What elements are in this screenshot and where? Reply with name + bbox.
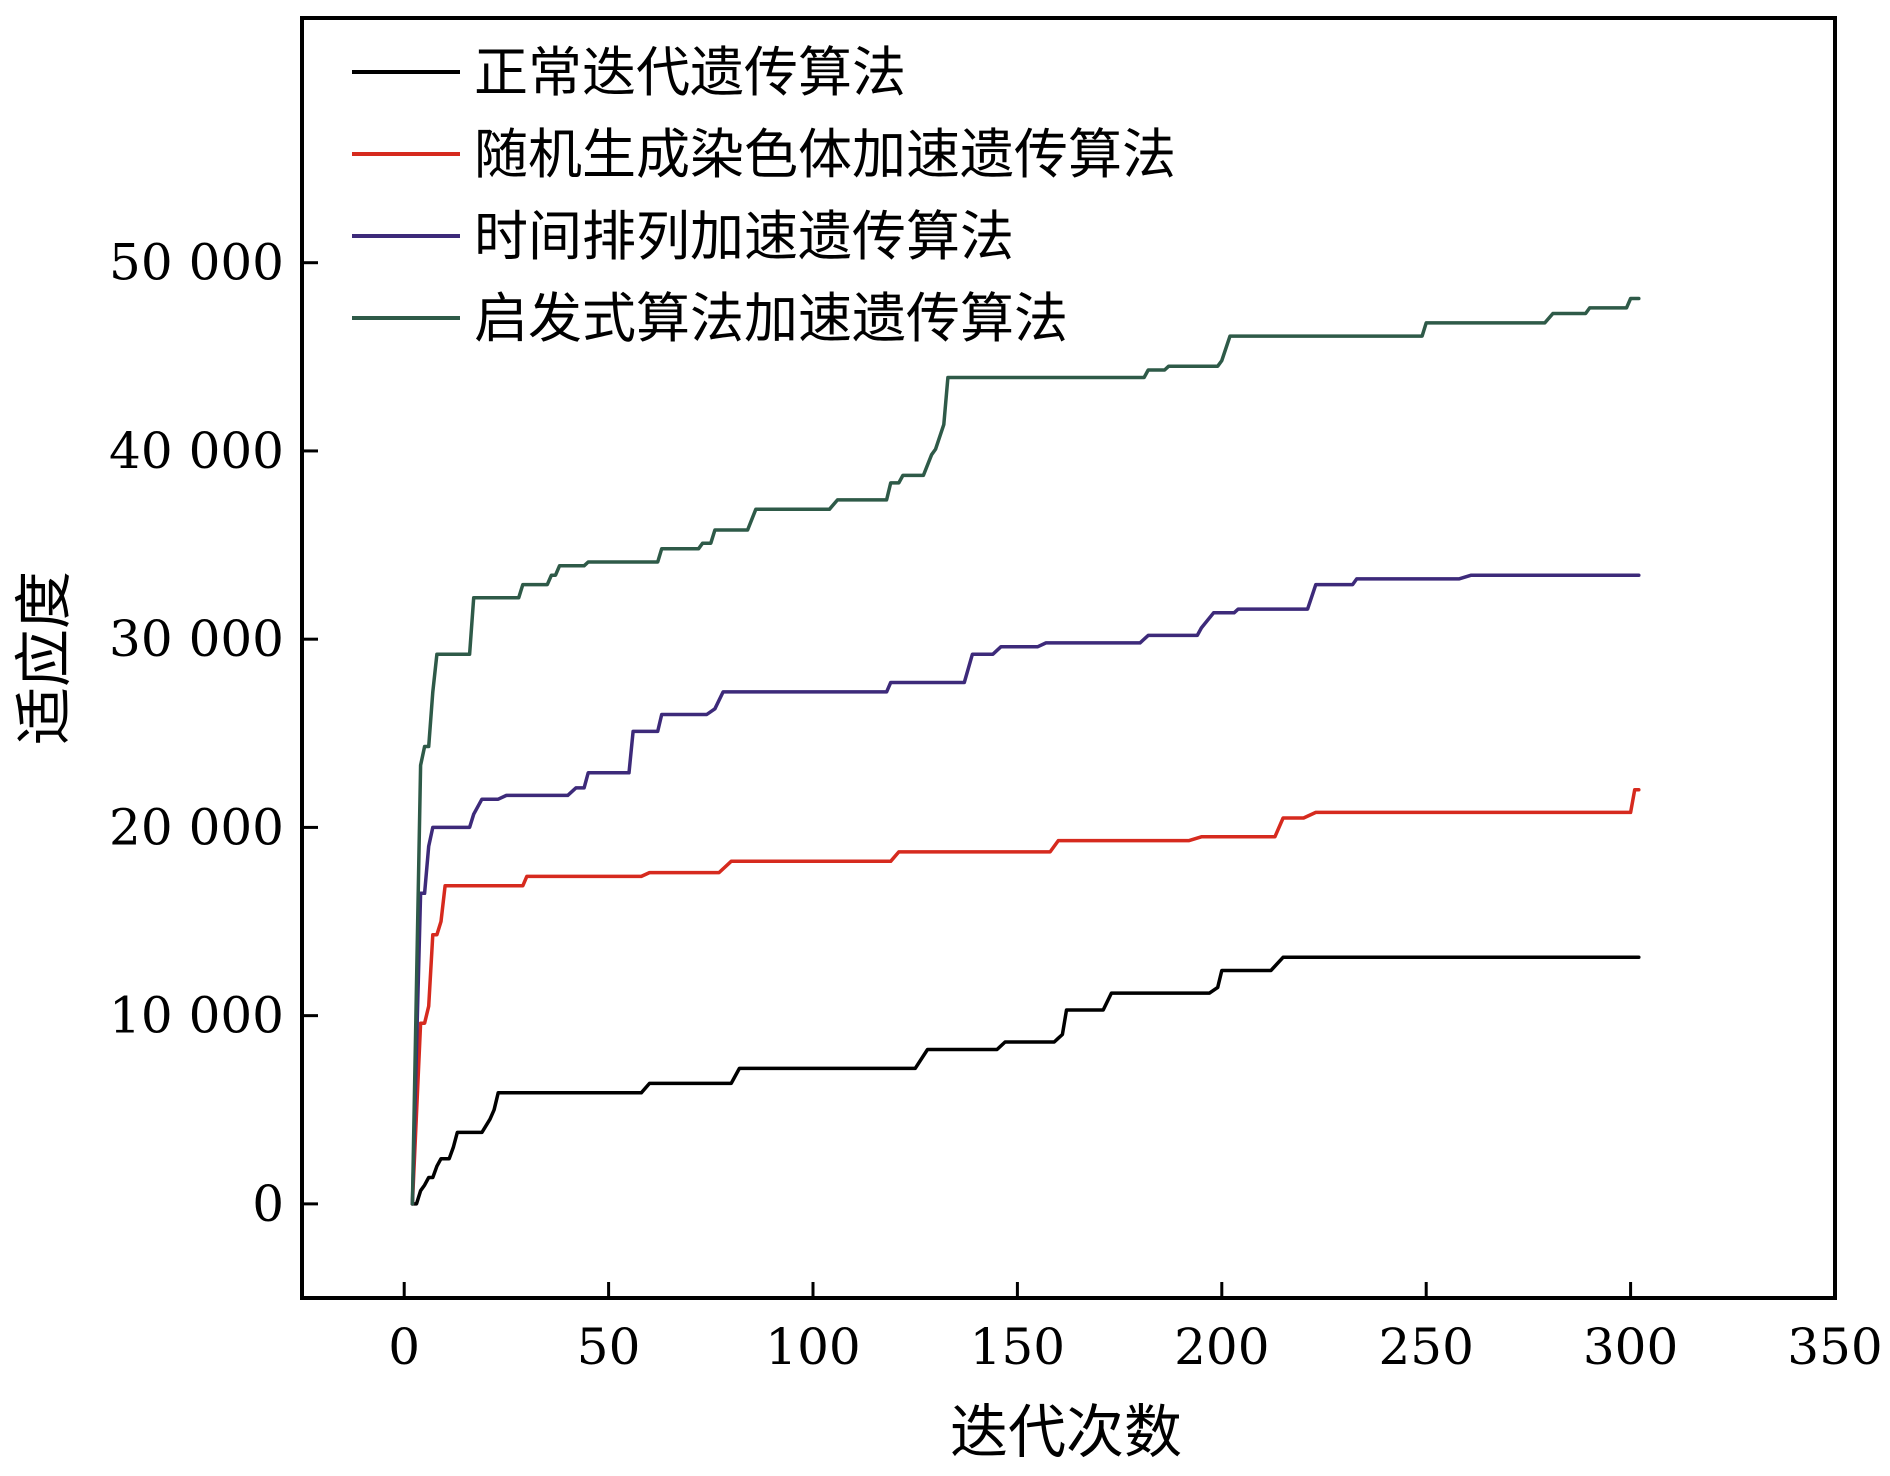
legend-label: 时间排列加速遗传算法 [474,205,1014,268]
x-tick-label: 350 [1787,1318,1882,1376]
series-line [410,788,1641,1206]
x-tick-label: 100 [765,1318,860,1376]
y-axis-title: 适应度 [10,571,78,745]
legend: 正常迭代遗传算法随机生成染色体加速遗传算法时间排列加速遗传算法启发式算法加速遗传… [352,41,1176,350]
series-line [410,955,1641,1206]
x-axis-title: 迭代次数 [950,1398,1182,1466]
x-tick-label: 250 [1378,1318,1473,1376]
y-tick-label: 40 000 [109,422,284,480]
x-tick-label: 0 [388,1318,420,1376]
y-tick-label: 30 000 [109,610,284,668]
series-line [410,573,1641,1206]
x-tick-label: 200 [1174,1318,1269,1376]
x-tick-label: 300 [1583,1318,1678,1376]
plot-area-frame [300,16,1837,1300]
x-tick-label: 150 [970,1318,1065,1376]
y-tick-label: 20 000 [109,798,284,856]
legend-label: 启发式算法加速遗传算法 [474,287,1068,350]
y-tick-label: 50 000 [109,234,284,292]
series-line [410,296,1641,1206]
legend-label: 正常迭代遗传算法 [474,41,906,104]
legend-label: 随机生成染色体加速遗传算法 [474,123,1176,186]
axis-ticks: 0 50 100 150 200 250 300 350 0 10 000 20 000 30 000… [109,234,1883,1376]
series-lines [410,296,1641,1206]
x-tick-label: 50 [577,1318,641,1376]
y-tick-label: 0 [252,1175,284,1233]
y-tick-label: 10 000 [109,987,284,1045]
